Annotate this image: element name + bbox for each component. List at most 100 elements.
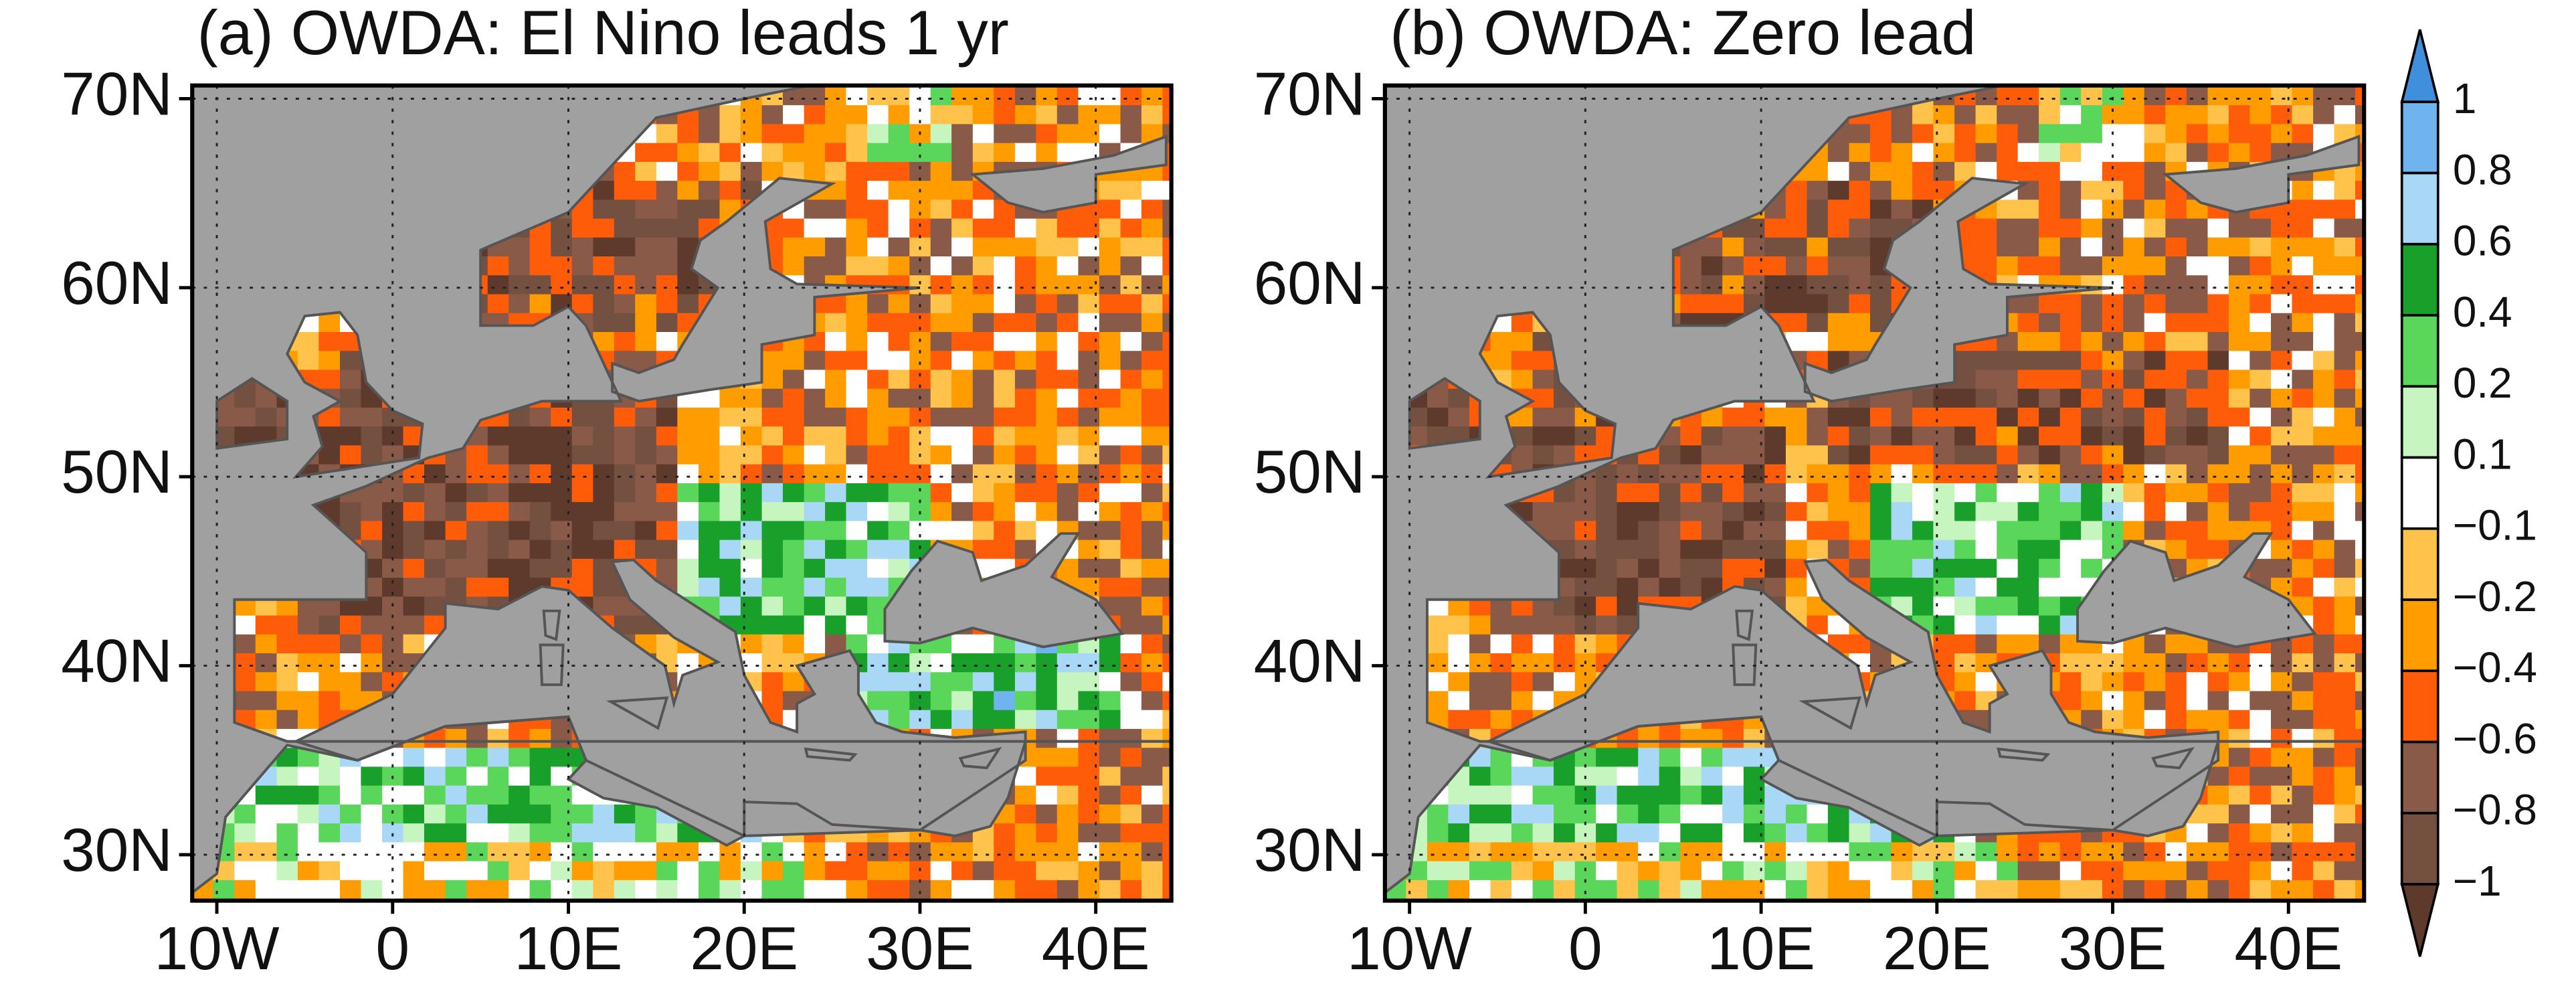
cell xyxy=(1162,652,1172,673)
cell xyxy=(509,520,531,540)
cell xyxy=(1162,558,1172,578)
cell xyxy=(1617,860,1639,880)
cell xyxy=(846,331,868,351)
cell xyxy=(2355,388,2365,408)
cell xyxy=(1891,406,1914,427)
cell xyxy=(2165,350,2188,370)
cell xyxy=(2313,463,2336,483)
cell xyxy=(593,576,616,597)
cell xyxy=(2186,293,2209,313)
cell xyxy=(1099,822,1121,843)
cell xyxy=(994,350,1016,370)
cell xyxy=(2165,104,2188,124)
cell xyxy=(1827,142,1850,162)
cell xyxy=(1701,539,1724,559)
cell xyxy=(551,558,573,578)
cell xyxy=(276,690,299,710)
cell xyxy=(1014,350,1037,370)
cell xyxy=(318,690,341,710)
cell xyxy=(2123,142,2146,162)
cell xyxy=(1120,179,1143,200)
cell xyxy=(466,444,488,465)
cell xyxy=(930,879,953,900)
cell xyxy=(951,879,974,900)
cell xyxy=(825,879,847,900)
cell xyxy=(487,841,510,861)
lat-label: 30N xyxy=(61,817,173,884)
cell xyxy=(445,85,468,86)
cell xyxy=(1849,142,1871,162)
cell xyxy=(804,255,826,276)
cell xyxy=(1954,350,1977,370)
cell xyxy=(487,822,510,843)
cell xyxy=(2165,199,2188,219)
cell xyxy=(1056,690,1079,710)
cell xyxy=(403,558,426,578)
cell xyxy=(951,104,974,124)
cell xyxy=(1891,539,1914,559)
cell xyxy=(1162,633,1172,654)
cell xyxy=(1141,539,1164,559)
cell xyxy=(761,652,784,673)
cell xyxy=(614,236,636,257)
cell xyxy=(2271,690,2293,710)
cell xyxy=(2292,671,2314,691)
cell xyxy=(1743,539,1766,559)
lon-label: 10W xyxy=(155,915,280,983)
cell xyxy=(1078,671,1101,691)
cell xyxy=(2292,766,2314,786)
cell xyxy=(297,709,320,729)
cell xyxy=(2313,199,2336,219)
cell xyxy=(1511,690,1534,710)
cell xyxy=(2123,671,2146,691)
cell xyxy=(2334,803,2357,824)
cell xyxy=(1406,85,1429,86)
cell xyxy=(1743,803,1766,824)
cell xyxy=(1120,293,1143,313)
cell xyxy=(2059,369,2082,389)
cell xyxy=(2017,539,2040,559)
cell xyxy=(1448,85,1471,86)
cell xyxy=(804,501,826,521)
cell xyxy=(403,482,426,503)
cell xyxy=(1162,501,1172,521)
cell xyxy=(1912,444,1934,465)
cell xyxy=(2039,161,2061,181)
cell xyxy=(2313,312,2336,333)
cell xyxy=(340,784,362,805)
cell xyxy=(2249,123,2272,143)
cell xyxy=(1764,425,1787,446)
cell xyxy=(1807,199,1829,219)
cell xyxy=(509,85,531,86)
cell xyxy=(825,614,847,635)
cell xyxy=(2059,406,2082,427)
cell xyxy=(1743,841,1766,861)
cell xyxy=(361,614,383,635)
cell xyxy=(782,576,805,597)
cell xyxy=(2292,331,2314,351)
cell xyxy=(1120,596,1143,616)
cell xyxy=(635,463,658,483)
cell xyxy=(2039,236,2061,257)
cell xyxy=(487,860,510,880)
cell xyxy=(951,312,974,333)
cell xyxy=(2271,123,2293,143)
cell xyxy=(2017,85,2040,86)
cell xyxy=(2102,218,2124,238)
cell xyxy=(1162,274,1172,295)
cell xyxy=(529,463,552,483)
cell xyxy=(255,841,278,861)
cell xyxy=(1427,690,1449,710)
cell xyxy=(1448,690,1471,710)
cell xyxy=(2228,501,2251,521)
cell xyxy=(1680,255,1703,276)
cell xyxy=(1162,879,1172,900)
cell xyxy=(2228,293,2251,313)
cell xyxy=(867,312,890,333)
cell xyxy=(677,406,700,427)
cell xyxy=(867,388,890,408)
cell xyxy=(930,388,953,408)
cell xyxy=(825,350,847,370)
cell xyxy=(2144,274,2167,295)
cell xyxy=(867,652,890,673)
